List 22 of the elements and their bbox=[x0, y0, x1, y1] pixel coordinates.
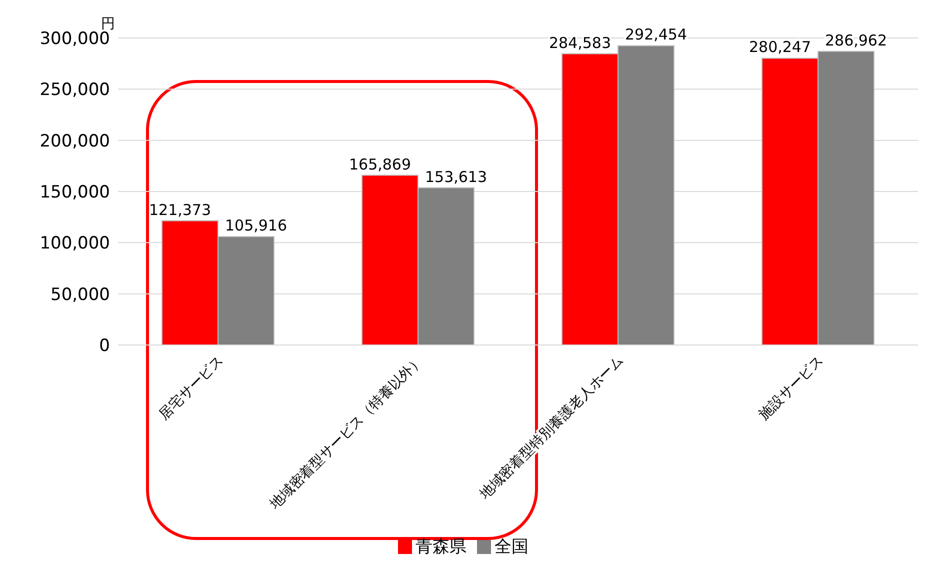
y-tick-label: 100,000 bbox=[40, 234, 110, 254]
y-tick-label: 200,000 bbox=[40, 131, 110, 152]
y-tick-label: 0 bbox=[99, 336, 110, 356]
x-tick-label: 地域密着型サービス（特養以外） bbox=[266, 352, 427, 514]
y-tick-label: 50,000 bbox=[50, 284, 110, 305]
x-tick-label: 地域密着型特別養護老人ホーム bbox=[476, 352, 627, 504]
data-label: 284,583 bbox=[548, 34, 612, 52]
y-tick-label: 150,000 bbox=[40, 182, 110, 203]
data-label: 121,373 bbox=[148, 200, 212, 219]
data-label: 105,916 bbox=[224, 216, 288, 235]
data-label: 165,869 bbox=[348, 155, 412, 174]
y-axis-title: 円 bbox=[101, 16, 115, 32]
y-tick-label: 300,000 bbox=[40, 29, 110, 50]
data-label: 286,962 bbox=[824, 31, 888, 50]
data-label: 292,454 bbox=[624, 26, 688, 44]
y-tick-label: 250,000 bbox=[40, 80, 110, 100]
x-tick-label: 居宅サービス bbox=[156, 352, 227, 424]
data-label: 280,247 bbox=[748, 38, 812, 56]
legend-label: 青森県 bbox=[416, 537, 466, 557]
legend-label: 全国 bbox=[494, 537, 528, 557]
x-tick-label: 施設サービス bbox=[756, 352, 827, 424]
data-label: 153,613 bbox=[424, 168, 488, 186]
